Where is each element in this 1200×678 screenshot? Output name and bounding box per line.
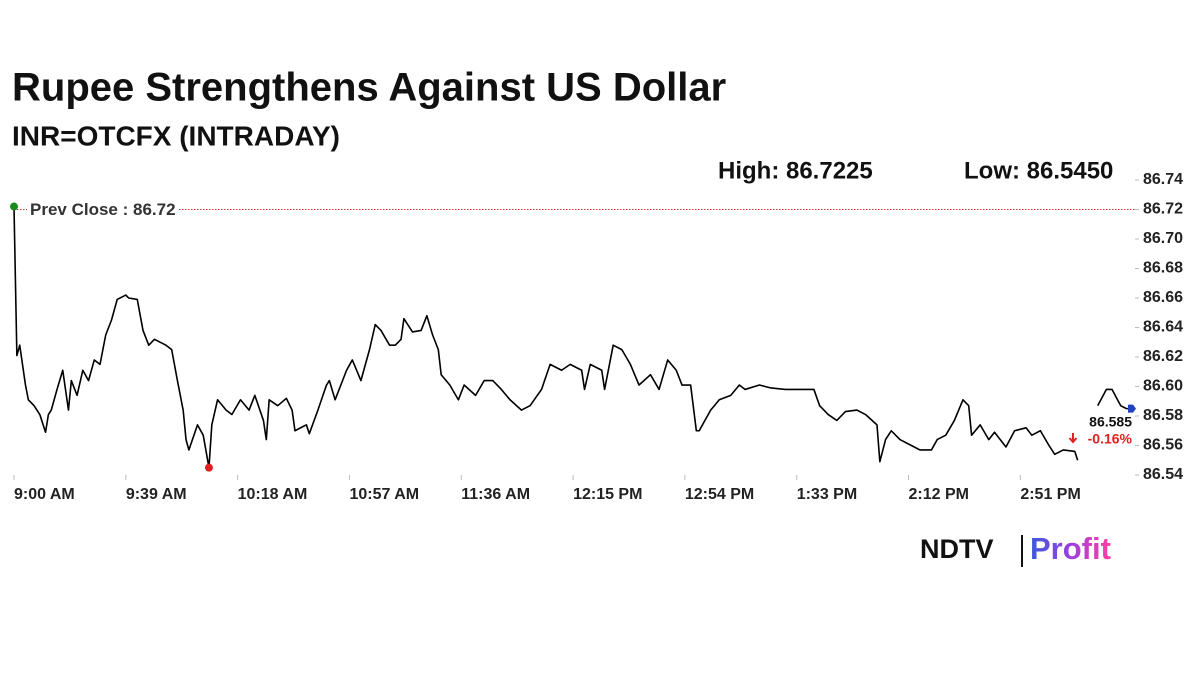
chart-title: Rupee Strengthens Against US Dollar bbox=[12, 66, 726, 110]
reference-label: Prev Close : 86.72 bbox=[30, 200, 176, 219]
y-tick-label: 86.62 bbox=[1143, 348, 1183, 365]
x-tick-label: 9:00 AM bbox=[14, 486, 75, 503]
x-tick-label: 9:39 AM bbox=[126, 486, 187, 503]
price-line bbox=[13, 206, 1135, 469]
start-marker bbox=[10, 202, 18, 211]
x-tick-label: 2:12 PM bbox=[909, 486, 969, 503]
logo-brand: NDTV bbox=[920, 534, 994, 564]
logo-product: Profit bbox=[1030, 531, 1111, 566]
y-tick-label: 86.74 bbox=[1143, 171, 1183, 188]
y-tick-label: 86.58 bbox=[1143, 407, 1183, 424]
x-tick-label: 2:51 PM bbox=[1020, 486, 1080, 503]
x-tick-label: 10:57 AM bbox=[349, 486, 419, 503]
low-label: Low: 86.5450 bbox=[964, 157, 1113, 184]
logo: NDTV Profit bbox=[920, 531, 1111, 567]
chart-subtitle: INR=OTCFX (INTRADAY) bbox=[12, 120, 340, 151]
y-tick-label: 86.66 bbox=[1143, 289, 1183, 306]
last-marker bbox=[1128, 404, 1136, 413]
last-price-label: 86.585 bbox=[1089, 414, 1132, 430]
y-tick-label: 86.70 bbox=[1143, 230, 1183, 247]
y-tick-label: 86.60 bbox=[1143, 378, 1183, 395]
logo-divider bbox=[1021, 535, 1023, 567]
y-tick-label: 86.54 bbox=[1143, 466, 1183, 483]
x-tick-label: 12:15 PM bbox=[573, 486, 642, 503]
y-tick-label: 86.72 bbox=[1143, 201, 1183, 218]
high-label: High: 86.7225 bbox=[718, 157, 873, 184]
x-tick-label: 12:54 PM bbox=[685, 486, 754, 503]
x-tick-label: 11:36 AM bbox=[461, 486, 530, 503]
x-tick-label: 1:33 PM bbox=[797, 486, 857, 503]
down-arrow bbox=[1068, 433, 1078, 444]
x-tick-label: 10:18 AM bbox=[238, 486, 308, 503]
y-tick-label: 86.56 bbox=[1143, 437, 1183, 454]
change-label: -0.16% bbox=[1088, 431, 1133, 447]
reference-label-bg bbox=[27, 198, 179, 220]
y-tick-label: 86.68 bbox=[1143, 260, 1183, 277]
y-tick-label: 86.64 bbox=[1143, 319, 1183, 336]
low-marker bbox=[204, 463, 213, 472]
